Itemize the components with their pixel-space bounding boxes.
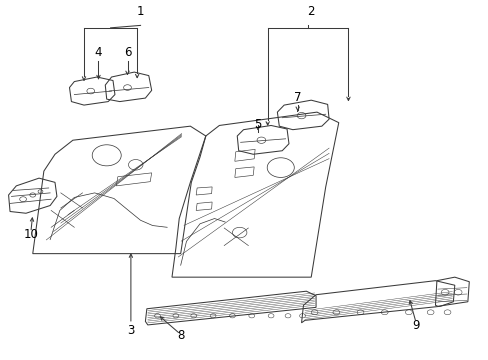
Text: 1: 1 <box>137 5 144 18</box>
Text: 3: 3 <box>127 324 134 337</box>
Text: 6: 6 <box>123 46 131 59</box>
Text: 7: 7 <box>293 91 301 104</box>
Text: 9: 9 <box>411 319 419 332</box>
Text: 4: 4 <box>95 46 102 59</box>
Text: 5: 5 <box>254 118 261 131</box>
Text: 10: 10 <box>23 228 38 241</box>
Text: 2: 2 <box>307 5 314 18</box>
Text: 8: 8 <box>177 329 184 342</box>
